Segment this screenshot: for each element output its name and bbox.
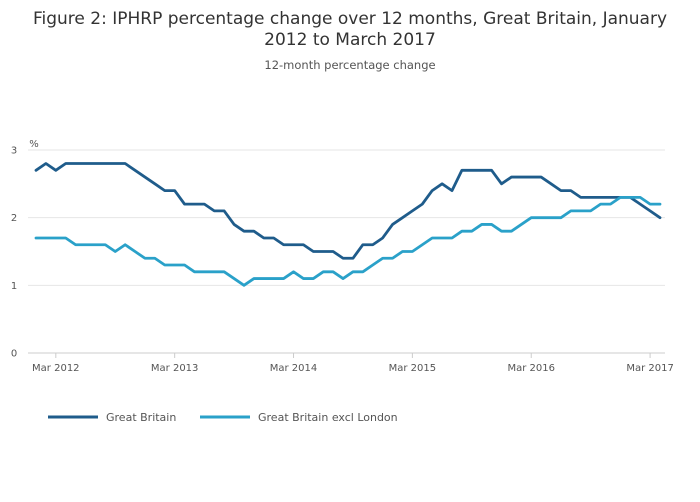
chart-title-line-2: 2012 to March 2017 — [264, 30, 436, 50]
x-tick-label-2: Mar 2014 — [270, 363, 318, 374]
legend: Great Britain Great Britain excl London — [48, 411, 398, 424]
axes: 0 1 2 3% Mar 2012 Mar 2013 Mar 2014 Mar 2015 Mar… — [11, 139, 674, 374]
chart-subtitle: 12-month percentage change — [264, 58, 435, 72]
x-tick-label-1: Mar 2013 — [151, 363, 199, 374]
series-lines — [34, 162, 662, 287]
chart-title-line-1: Figure 2: IPHRP percentage change over 1… — [33, 9, 667, 29]
x-tick-label-3: Mar 2015 — [389, 363, 437, 374]
y-axis-unit-label: % — [29, 139, 39, 150]
y-tick-label-3: 3 — [11, 146, 17, 157]
gridlines — [28, 149, 665, 286]
y-tick-label-0: 0 — [11, 349, 17, 360]
y-tick-label-1: 1 — [11, 281, 17, 292]
legend-label-1: Great Britain excl London — [258, 411, 398, 424]
x-tick-label-0: Mar 2012 — [32, 363, 80, 374]
series-line-1 — [34, 195, 662, 287]
x-tick-label-4: Mar 2016 — [507, 363, 555, 374]
legend-label-0: Great Britain — [106, 411, 176, 424]
series-line-0 — [34, 162, 662, 260]
x-tick-label-5: Mar 2017 — [626, 363, 674, 374]
y-tick-label-2: 2 — [11, 213, 17, 224]
